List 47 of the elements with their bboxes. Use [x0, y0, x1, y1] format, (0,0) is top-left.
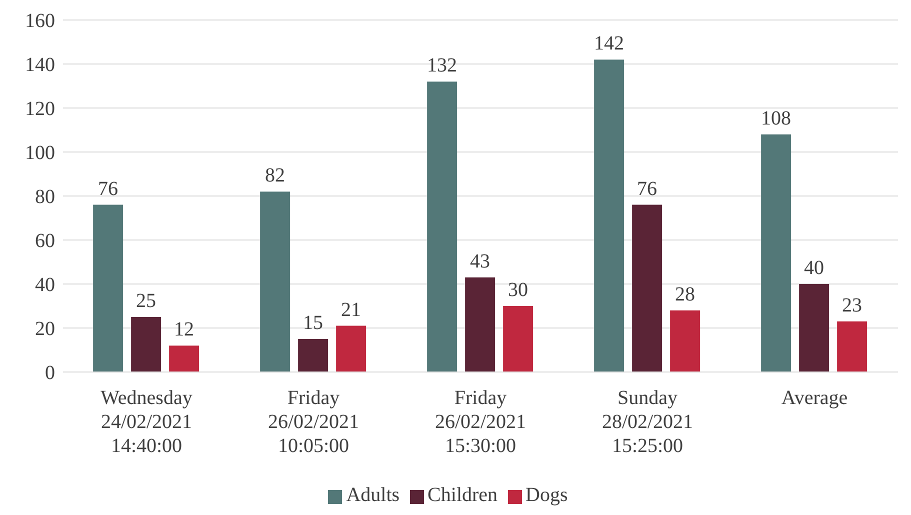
legend-label: Children	[428, 484, 498, 506]
legend-label: Adults	[346, 484, 400, 506]
x-tick-label: Wednesday 24/02/2021 14:40:00	[100, 387, 192, 457]
y-tick-label: 60	[35, 230, 55, 252]
y-tick-label: 20	[35, 318, 55, 340]
bar	[503, 306, 534, 372]
y-tick-label: 120	[25, 98, 55, 120]
data-label: 108	[761, 107, 792, 130]
bar	[799, 284, 830, 372]
bar	[837, 321, 868, 372]
bar	[93, 204, 124, 372]
x-tick-label: Friday 26/02/2021 15:30:00	[434, 387, 526, 457]
y-tick-label: 160	[25, 10, 55, 32]
x-tick-label: Friday 26/02/2021 10:05:00	[268, 387, 360, 457]
bar	[670, 310, 700, 372]
bar	[260, 192, 290, 372]
bar	[594, 60, 624, 372]
data-label: 43	[470, 250, 490, 272]
y-tick-label: 80	[35, 186, 55, 208]
x-tick-label: Sunday 28/02/2021 15:25:00	[602, 387, 694, 457]
data-label: 40	[804, 257, 824, 279]
data-label: 76	[637, 178, 658, 200]
data-label: 15	[303, 312, 324, 334]
data-label: 30	[508, 279, 528, 301]
data-label: 25	[136, 290, 156, 312]
x-tick-label: Average	[781, 387, 848, 409]
data-label: 23	[842, 294, 862, 316]
bar	[761, 134, 792, 372]
data-label: 132	[427, 54, 458, 77]
bar	[336, 326, 366, 372]
data-label: 21	[341, 298, 362, 321]
bar	[298, 339, 328, 372]
data-label: 76	[98, 178, 118, 200]
y-tick-label: 100	[25, 142, 55, 164]
bar	[427, 82, 458, 372]
y-tick-label: 140	[25, 54, 55, 76]
data-label: 82	[265, 164, 286, 187]
y-tick-label: 0	[45, 362, 55, 384]
y-tick-label: 40	[35, 274, 55, 296]
bar	[131, 317, 162, 372]
data-label: 12	[174, 318, 194, 341]
bar	[632, 204, 662, 372]
data-label: 28	[675, 283, 696, 306]
bar	[465, 277, 496, 372]
data-label: 142	[594, 32, 624, 55]
legend-label: Dogs	[526, 484, 568, 506]
bar	[169, 346, 200, 372]
